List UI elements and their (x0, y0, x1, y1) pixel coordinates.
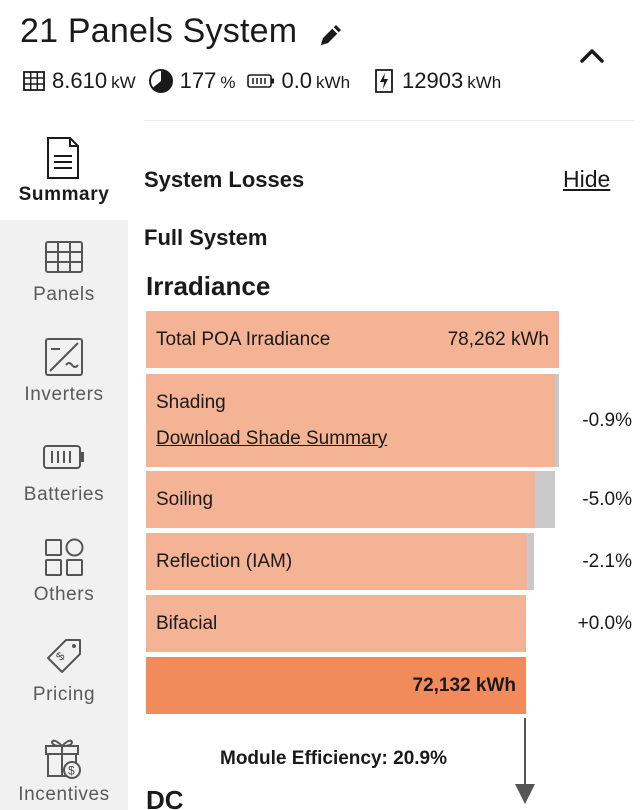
system-header: 21 Panels System 8.610 kW 177 % (0, 0, 644, 120)
loss-bar (146, 311, 559, 368)
stat-size: 8.610 kW (22, 68, 136, 94)
gift-icon: $ (45, 739, 81, 779)
sidebar-item-panels[interactable]: Panels (0, 220, 128, 320)
sidebar: Summary Panels Inverters Batteries (0, 120, 128, 810)
others-icon (45, 538, 84, 576)
sidebar-item-label: Inverters (24, 384, 104, 405)
sidebar-item-label: Pricing (32, 684, 96, 705)
loss-label: Bifacial (156, 613, 218, 634)
loss-percent: +0.0% (577, 613, 632, 634)
system-losses-panel: System Losses Hide Full System Irradianc… (144, 121, 644, 810)
price-tag-icon: $ (47, 639, 81, 673)
loss-bar (146, 374, 555, 467)
stat-production: 12903 kWh (372, 68, 501, 94)
sidebar-item-summary[interactable]: Summary (0, 120, 128, 220)
loss-label: Reflection (IAM) (156, 551, 293, 572)
loss-bar (146, 471, 535, 528)
sidebar-item-label: Others (33, 584, 95, 605)
stat-unit: kW (111, 73, 136, 92)
download-shade-summary-link[interactable]: Download Shade Summary (156, 428, 388, 449)
svg-text:$: $ (68, 764, 75, 778)
stat-unit: kWh (316, 73, 351, 92)
loss-bar (146, 533, 527, 590)
subsection-title: Full System (144, 225, 268, 250)
sidebar-item-batteries[interactable]: Batteries (0, 420, 128, 520)
stat-value: 12903 (402, 68, 464, 93)
system-stats: 8.610 kW 177 % 0.0 kWh 12903 (22, 66, 513, 96)
loss-row-reflection: Reflection (IAM) -2.1% (146, 533, 632, 590)
hide-link[interactable]: Hide (563, 166, 611, 192)
stat-unit: % (220, 73, 236, 92)
battery-icon (247, 74, 275, 88)
result-bar (146, 657, 526, 714)
loss-bar (146, 595, 526, 652)
stat-unit: kWh (467, 73, 502, 92)
stat-value: 0.0 (281, 68, 313, 93)
loss-percent: -5.0% (582, 489, 632, 510)
sidebar-item-label: Panels (33, 284, 95, 305)
sidebar-item-label: Batteries (23, 484, 105, 505)
loss-row-result: 72,132 kWh (146, 657, 526, 714)
sidebar-item-label: Incentives (18, 784, 110, 805)
loss-row-total-poa: Total POA Irradiance 78,262 kWh (146, 311, 559, 368)
pencil-icon[interactable] (316, 20, 346, 50)
grid-icon (45, 241, 83, 273)
stat-value: 177 (179, 68, 217, 93)
dc-title: DC (146, 785, 184, 810)
page-title: 21 Panels System (20, 12, 298, 50)
section-title: System Losses (144, 167, 305, 192)
module-efficiency: Module Efficiency: 20.9% (220, 748, 448, 769)
grid-icon (23, 71, 45, 91)
loss-row-shading: Shading Download Shade Summary -0.9% (146, 374, 632, 467)
loss-label: Total POA Irradiance (156, 329, 331, 350)
result-value: 72,132 kWh (412, 675, 517, 696)
energy-icon (375, 69, 393, 93)
stat-offset: 177 % (148, 68, 236, 94)
loss-percent: -2.1% (582, 551, 632, 572)
battery-icon (43, 445, 84, 469)
inverter-icon (45, 338, 83, 376)
stat-battery: 0.0 kWh (247, 68, 350, 94)
sidebar-item-others[interactable]: Others (0, 520, 128, 620)
irradiance-title: Irradiance (146, 271, 271, 301)
loss-value: 78,262 kWh (447, 329, 549, 350)
loss-label: Shading (156, 392, 226, 413)
loss-percent: -0.9% (582, 410, 632, 431)
loss-label: Soiling (156, 489, 214, 510)
chevron-up-icon[interactable] (574, 40, 610, 72)
pie-icon (148, 69, 173, 93)
sidebar-item-inverters[interactable]: Inverters (0, 320, 128, 420)
svg-text:$: $ (53, 649, 68, 664)
sidebar-item-pricing[interactable]: $ Pricing (0, 620, 128, 720)
arrow-down-icon (515, 718, 535, 804)
loss-row-soiling: Soiling -5.0% (146, 471, 632, 528)
document-icon (47, 137, 79, 179)
loss-row-bifacial: Bifacial +0.0% (146, 595, 632, 652)
sidebar-item-label: Summary (18, 184, 110, 205)
sidebar-item-incentives[interactable]: $ Incentives (0, 720, 128, 810)
header-divider (144, 120, 634, 121)
stat-value: 8.610 (52, 68, 108, 93)
